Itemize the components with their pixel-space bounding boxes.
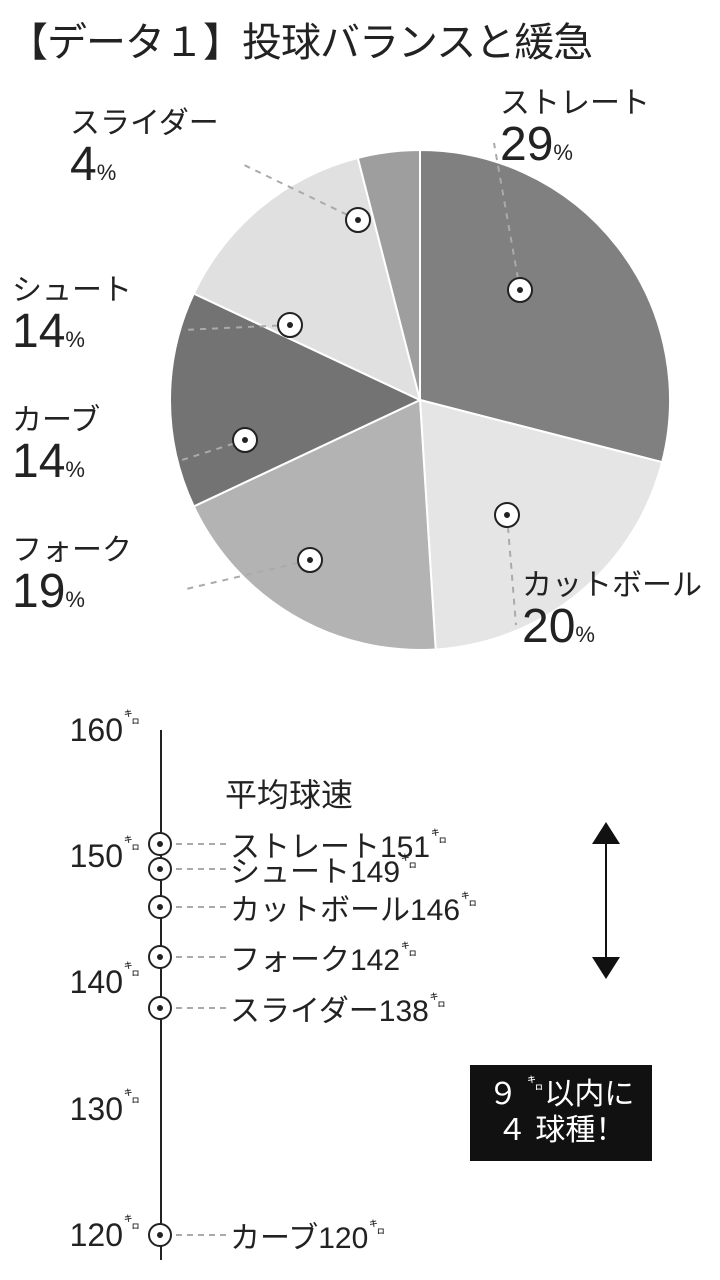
pie-label: スライダー4% [70, 108, 219, 190]
speed-point: フォーク142㌔ [148, 944, 417, 970]
callout-line2: ４ 球種！ [488, 1113, 634, 1149]
pie-chart: ストレート29%カットボール20%フォーク19%カーブ14%シュート14%スライ… [0, 60, 720, 680]
dot-marker [148, 857, 172, 881]
pie-label-pct: % [65, 327, 85, 352]
axis-tick: 160㌔ [30, 712, 140, 749]
bracket-arrow-down [592, 957, 620, 979]
speed-point: カットボール146㌔ [148, 894, 477, 920]
dot-marker [148, 996, 172, 1020]
pie-label-name: スライダー [70, 108, 219, 140]
axis-tick: 150㌔ [30, 838, 140, 875]
pie-label-pct: % [65, 587, 85, 612]
pie-label: カーブ14% [12, 405, 100, 487]
pie-label-name: ストレート [500, 88, 650, 120]
pie-label-value: 19 [12, 565, 65, 618]
pie-label: カットボール20% [522, 570, 702, 652]
speed-chart-title: 平均球速 [225, 770, 353, 816]
leader-dash [176, 1007, 226, 1009]
pie-label-value: 14 [12, 435, 65, 488]
axis-tick: 130㌔ [30, 1091, 140, 1128]
dot-marker [148, 945, 172, 969]
pie-label: シュート14% [12, 275, 132, 357]
dot-marker [148, 895, 172, 919]
speed-chart: 160㌔150㌔140㌔130㌔120㌔ 平均球速 ストレート151㌔シュート1… [0, 720, 720, 1280]
pie-label-name: フォーク [12, 535, 132, 567]
pie-label-name: シュート [12, 275, 132, 307]
speed-label: スライダー138㌔ [230, 986, 446, 1030]
bracket-shaft [605, 844, 607, 958]
leader-dash [176, 1234, 226, 1236]
dot-marker [148, 832, 172, 856]
pie-label-name: カットボール [522, 570, 702, 602]
callout-line1: ９ ㌔以内に [488, 1077, 634, 1113]
speed-point: カーブ120㌔ [148, 1222, 385, 1248]
callout-box: ９ ㌔以内に４ 球種！ [470, 1065, 652, 1161]
pie-label-pct: % [65, 457, 85, 482]
bracket-arrow-up [592, 822, 620, 844]
axis-tick: 120㌔ [30, 1217, 140, 1254]
axis-tick: 140㌔ [30, 964, 140, 1001]
speed-point: シュート149㌔ [148, 856, 417, 882]
leader-dash [176, 868, 226, 870]
speed-label: フォーク142㌔ [230, 935, 417, 979]
speed-label: カットボール146㌔ [230, 885, 477, 929]
dot-marker [148, 1223, 172, 1247]
speed-point: スライダー138㌔ [148, 995, 446, 1021]
leader-dash [176, 843, 226, 845]
speed-label: カーブ120㌔ [230, 1213, 385, 1257]
pie-label: フォーク19% [12, 535, 132, 617]
pie-label-name: カーブ [12, 405, 100, 437]
leader-dash [176, 956, 226, 958]
pie-label-value: 4 [70, 138, 97, 191]
pie-label: ストレート29% [500, 88, 650, 170]
leader-dash [176, 906, 226, 908]
pie-label-pct: % [553, 140, 573, 165]
pie-label-pct: % [575, 622, 595, 647]
pie-label-value: 20 [522, 600, 575, 653]
pie-label-value: 14 [12, 305, 65, 358]
pie-label-value: 29 [500, 118, 553, 171]
pie-label-pct: % [97, 160, 117, 185]
